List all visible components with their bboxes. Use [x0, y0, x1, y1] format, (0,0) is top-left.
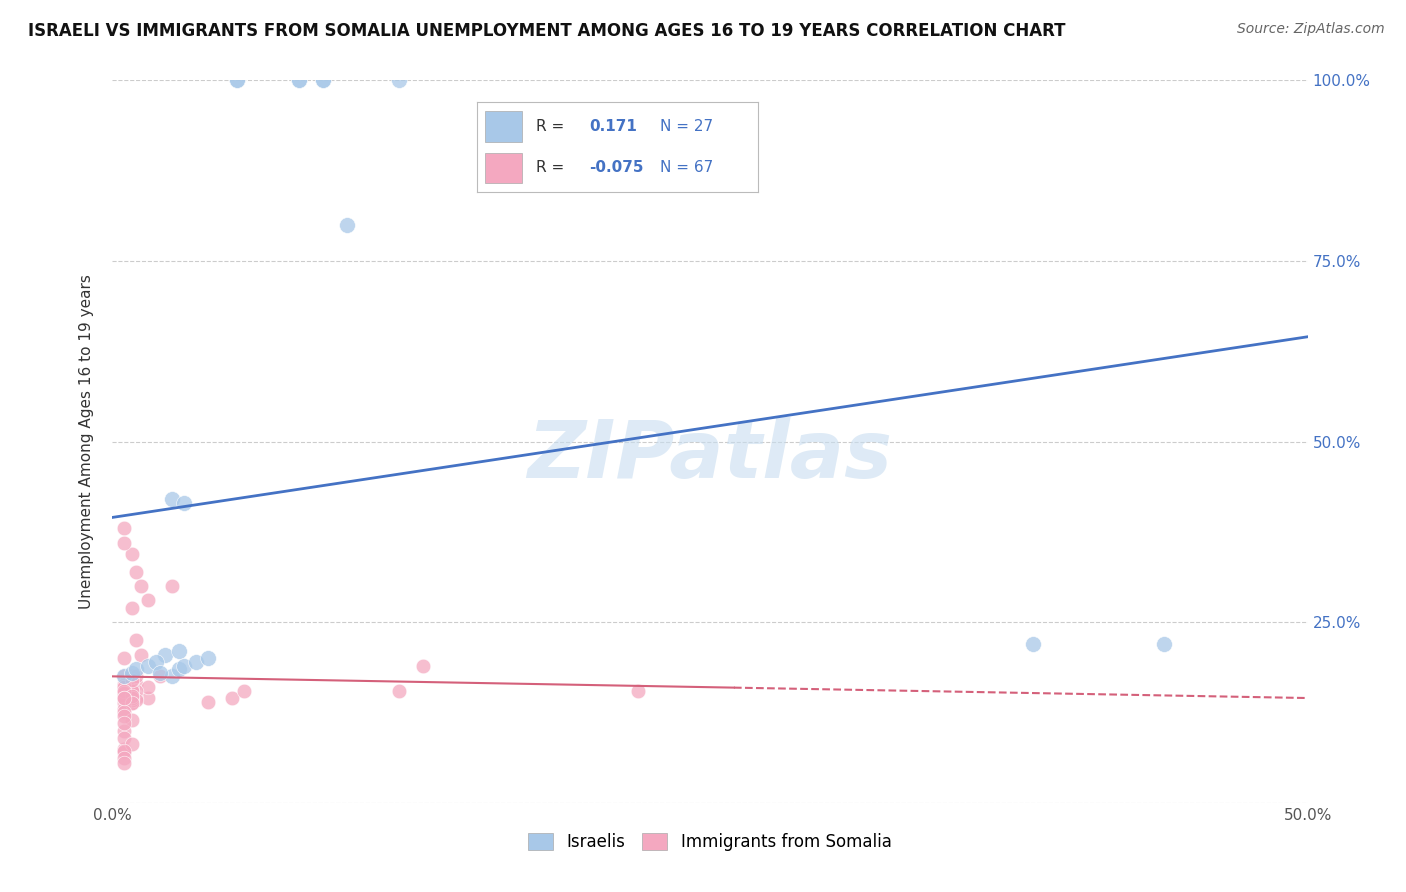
Point — [121, 691, 143, 706]
Point — [121, 681, 143, 696]
Point — [114, 676, 135, 690]
Point — [121, 689, 143, 703]
Point — [233, 683, 256, 698]
Point — [125, 683, 148, 698]
Point — [169, 662, 191, 676]
Point — [186, 655, 208, 669]
Point — [114, 683, 135, 698]
Point — [138, 680, 160, 694]
Point — [288, 73, 311, 87]
Point — [145, 655, 167, 669]
Y-axis label: Unemployment Among Ages 16 to 19 years: Unemployment Among Ages 16 to 19 years — [79, 274, 94, 609]
Point — [114, 706, 135, 720]
Legend: Israelis, Immigrants from Somalia: Israelis, Immigrants from Somalia — [520, 825, 900, 860]
Point — [125, 565, 148, 579]
Point — [125, 676, 148, 690]
Point — [114, 680, 135, 694]
Point — [114, 521, 135, 535]
Text: Source: ZipAtlas.com: Source: ZipAtlas.com — [1237, 22, 1385, 37]
Point — [1022, 637, 1045, 651]
Point — [114, 731, 135, 745]
Point — [121, 696, 143, 710]
Point — [121, 669, 143, 683]
Point — [221, 691, 243, 706]
Point — [149, 669, 172, 683]
Point — [114, 691, 135, 706]
Point — [114, 683, 135, 698]
Point — [121, 693, 143, 707]
Text: ZIPatlas: ZIPatlas — [527, 417, 893, 495]
Point — [114, 723, 135, 738]
Point — [114, 669, 135, 683]
Point — [412, 658, 434, 673]
Point — [114, 716, 135, 731]
Point — [388, 683, 411, 698]
Point — [173, 496, 195, 510]
Point — [627, 683, 650, 698]
Text: ISRAELI VS IMMIGRANTS FROM SOMALIA UNEMPLOYMENT AMONG AGES 16 TO 19 YEARS CORREL: ISRAELI VS IMMIGRANTS FROM SOMALIA UNEMP… — [28, 22, 1066, 40]
Point — [114, 745, 135, 759]
Point — [121, 547, 143, 561]
Point — [114, 689, 135, 703]
Point — [114, 756, 135, 770]
Point — [225, 73, 247, 87]
Point — [197, 651, 219, 665]
Point — [114, 535, 135, 549]
Point — [114, 696, 135, 710]
Point — [121, 600, 143, 615]
Point — [125, 633, 148, 648]
Point — [114, 669, 135, 683]
Point — [121, 673, 143, 687]
Point — [121, 665, 143, 680]
Point — [114, 702, 135, 716]
Point — [114, 741, 135, 756]
Point — [114, 686, 135, 700]
Point — [162, 579, 183, 593]
Point — [312, 73, 335, 87]
Point — [121, 676, 143, 690]
Point — [388, 73, 411, 87]
Point — [125, 662, 148, 676]
Point — [121, 737, 143, 751]
Point — [138, 691, 160, 706]
Point — [153, 648, 176, 662]
Point — [336, 218, 359, 232]
Point — [149, 665, 172, 680]
Point — [114, 651, 135, 665]
Point — [169, 644, 191, 658]
Point — [125, 693, 148, 707]
Point — [129, 648, 152, 662]
Point — [114, 679, 135, 693]
Point — [129, 579, 152, 593]
Point — [114, 691, 135, 706]
Point — [173, 658, 195, 673]
Point — [125, 691, 148, 706]
Point — [1153, 637, 1175, 651]
Point — [114, 680, 135, 694]
Point — [225, 73, 247, 87]
Point — [114, 709, 135, 723]
Point — [121, 696, 143, 710]
Point — [114, 691, 135, 706]
Point — [162, 669, 183, 683]
Point — [125, 669, 148, 683]
Point — [121, 683, 143, 698]
Point — [121, 687, 143, 701]
Point — [288, 73, 311, 87]
Point — [312, 73, 335, 87]
Point — [138, 593, 160, 607]
Point — [121, 689, 143, 703]
Point — [121, 683, 143, 698]
Point — [114, 751, 135, 765]
Point — [114, 744, 135, 758]
Point — [114, 678, 135, 692]
Point — [114, 680, 135, 694]
Point — [162, 492, 183, 507]
Point — [197, 695, 219, 709]
Point — [138, 658, 160, 673]
Point — [121, 713, 143, 727]
